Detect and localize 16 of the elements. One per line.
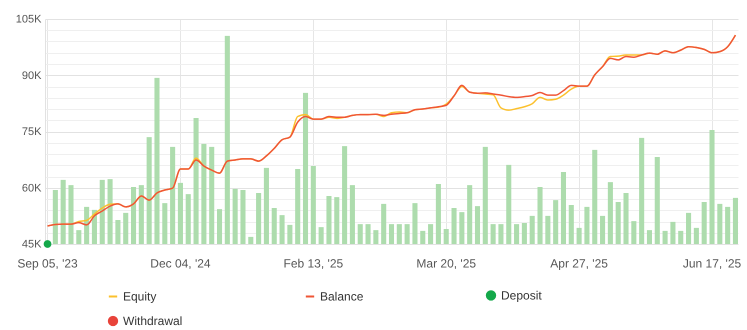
y-tick-label: 60K: [22, 182, 42, 194]
y-tick-label: 90K: [22, 70, 42, 82]
x-tick-label: Apr 27, '25: [550, 256, 608, 270]
y-tick-label: 45K: [22, 238, 42, 250]
y-tick-label: 75K: [22, 126, 42, 138]
x-tick-label: Sep 05, '23: [17, 256, 78, 270]
legend-label: Balance: [320, 290, 364, 304]
line-series: [46, 34, 736, 227]
x-tick-label: Dec 04, '24: [150, 256, 211, 270]
legend-label: Deposit: [501, 288, 542, 302]
x-tick-label: Jun 17, '25: [682, 256, 742, 270]
legend-label: Equity: [123, 290, 156, 304]
x-tick-label: Mar 20, '25: [416, 256, 476, 270]
x-tick-label: Feb 13, '25: [283, 256, 344, 270]
y-tick-label: 105K: [16, 14, 42, 26]
legend-label: Withdrawal: [123, 314, 182, 328]
